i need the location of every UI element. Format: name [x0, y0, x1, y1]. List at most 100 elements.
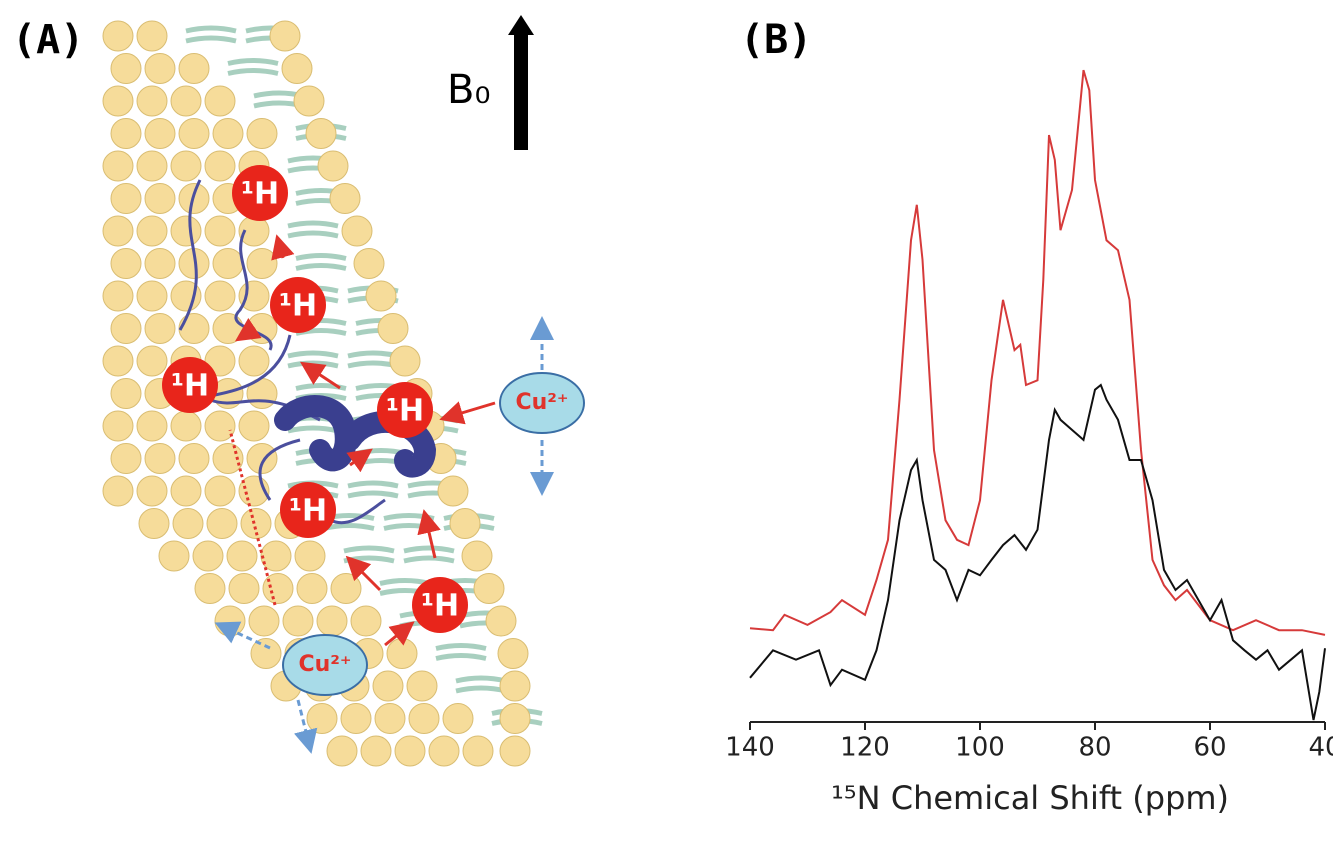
proton-label: ¹H [279, 289, 317, 324]
lipid-head [179, 119, 209, 149]
lipid-head [215, 606, 245, 636]
proton-label: ¹H [386, 394, 424, 429]
lipid-head [354, 249, 384, 279]
lipid-head [195, 574, 225, 604]
lipid-head [159, 541, 189, 571]
lipid-head [137, 346, 167, 376]
lipid-head [111, 54, 141, 84]
x-axis-label: ¹⁵N Chemical Shift (ppm) [831, 779, 1229, 817]
lipid-tail [186, 28, 236, 41]
lipid-head [103, 346, 133, 376]
lipid-head [171, 216, 201, 246]
lipid-head [111, 314, 141, 344]
lipid-tail [288, 223, 338, 236]
field-label: B₀ [447, 67, 490, 113]
lipid-head [207, 509, 237, 539]
proton-label: ¹H [289, 494, 327, 529]
lipid-head [111, 444, 141, 474]
lipid-head [251, 639, 281, 669]
proton-label: ¹H [421, 589, 459, 624]
copper-label: Cu²⁺ [515, 390, 568, 415]
lipid-head [137, 151, 167, 181]
lipid-head [462, 541, 492, 571]
lipid-head [366, 281, 396, 311]
lipid-head [282, 54, 312, 84]
lipid-head [361, 736, 391, 766]
panel-label: (B) [740, 17, 812, 63]
lipid-head [283, 606, 313, 636]
lipid-head [375, 704, 405, 734]
lipid-head [171, 411, 201, 441]
lipid-head [103, 86, 133, 116]
field-arrowhead [508, 15, 534, 35]
lipid-head [145, 184, 175, 214]
lipid-head [171, 476, 201, 506]
lipid-head [103, 151, 133, 181]
lipid-head [297, 574, 327, 604]
lipid-head [137, 86, 167, 116]
lipid-head [137, 476, 167, 506]
lipid-head [137, 216, 167, 246]
lipid-head [239, 346, 269, 376]
lipid-head [145, 249, 175, 279]
spectrum-line [750, 385, 1325, 720]
lipid-head [450, 509, 480, 539]
lipid-head [318, 151, 348, 181]
lipid-tail [344, 548, 394, 561]
lipid-head [103, 411, 133, 441]
lipid-head [270, 21, 300, 51]
lipid-head [171, 151, 201, 181]
lipid-head [227, 541, 257, 571]
lipid-head [179, 54, 209, 84]
lipid-head [407, 671, 437, 701]
lipid-tail [436, 646, 486, 659]
lipid-head [205, 216, 235, 246]
lipid-head [330, 184, 360, 214]
lipid-head [500, 671, 530, 701]
x-tick-label: 60 [1193, 733, 1226, 763]
lipid-head [179, 444, 209, 474]
lipid-head [247, 444, 277, 474]
lipid-head [145, 444, 175, 474]
lipid-head [205, 151, 235, 181]
lipid-head [111, 379, 141, 409]
lipid-head [261, 541, 291, 571]
lipid-head [263, 574, 293, 604]
lipid-tail [296, 256, 346, 269]
lipid-head [111, 184, 141, 214]
lipid-head [137, 21, 167, 51]
lipid-head [145, 54, 175, 84]
lipid-head [145, 314, 175, 344]
lipid-head [173, 509, 203, 539]
lipid-head [213, 119, 243, 149]
lipid-head [139, 509, 169, 539]
lipid-head [295, 541, 325, 571]
lipid-head [351, 606, 381, 636]
lipid-head [249, 606, 279, 636]
proton-label: ¹H [171, 369, 209, 404]
lipid-head [294, 86, 324, 116]
lipid-head [498, 639, 528, 669]
lipid-head [331, 574, 361, 604]
lipid-head [463, 736, 493, 766]
lipid-head [306, 119, 336, 149]
lipid-head [409, 704, 439, 734]
lipid-head [390, 346, 420, 376]
lipid-head [171, 86, 201, 116]
lipid-head [317, 606, 347, 636]
lipid-head [193, 541, 223, 571]
lipid-head [342, 216, 372, 246]
lipid-head [327, 736, 357, 766]
copper-label: Cu²⁺ [298, 652, 351, 677]
lipid-head [103, 21, 133, 51]
lipid-head [500, 704, 530, 734]
panel-label: (A) [12, 17, 84, 63]
lipid-head [213, 249, 243, 279]
lipid-head [341, 704, 371, 734]
x-tick-label: 40 [1308, 733, 1333, 763]
lipid-head [247, 119, 277, 149]
lipid-head [103, 476, 133, 506]
lipid-head [137, 411, 167, 441]
lipid-tail [404, 548, 454, 561]
lipid-tail [288, 353, 338, 366]
